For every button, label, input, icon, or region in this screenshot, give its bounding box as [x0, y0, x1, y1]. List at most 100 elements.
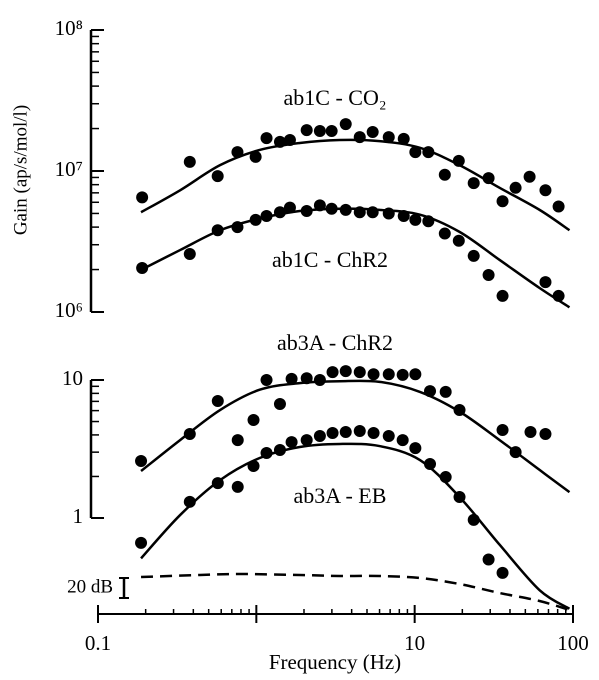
data-point [397, 132, 410, 145]
data-point [136, 191, 149, 204]
series-label: ab3A - ChR2 [277, 330, 393, 355]
data-point [439, 471, 452, 484]
data-point [467, 177, 480, 190]
data-point [260, 209, 273, 222]
data-point [273, 206, 286, 219]
data-point [136, 262, 149, 275]
data-point [409, 146, 422, 159]
data-point [539, 428, 552, 441]
data-point [300, 372, 313, 385]
data-point [273, 398, 286, 411]
data-point [524, 425, 537, 438]
data-point [467, 513, 480, 526]
x-tick-label: 0.1 [85, 631, 111, 655]
data-point [183, 495, 196, 508]
data-point [539, 184, 552, 197]
data-point [382, 207, 395, 220]
data-point [300, 205, 313, 218]
y-tick-label: 10 [62, 366, 83, 390]
data-point [496, 566, 509, 579]
series-label: ab3A - EB [294, 483, 387, 508]
data-point [283, 133, 296, 146]
x-tick-label: 10 [404, 631, 425, 655]
data-point [396, 368, 409, 381]
data-point [366, 126, 379, 139]
y-axis-label: Gain (ap/s/mol/l) [10, 105, 31, 235]
data-point [283, 201, 296, 214]
data-point [424, 385, 437, 398]
data-point [353, 366, 366, 379]
data-point [452, 234, 465, 247]
data-point [409, 442, 422, 455]
data-point [367, 368, 380, 381]
data-point [353, 206, 366, 219]
data-point [382, 368, 395, 381]
data-point [273, 443, 286, 456]
fit-curve [140, 138, 571, 232]
data-point [231, 434, 244, 447]
data-point [260, 446, 273, 459]
data-point [260, 132, 273, 145]
data-point [339, 425, 352, 438]
data-point [249, 150, 262, 163]
data-point [249, 213, 262, 226]
scale-bar-label: 20 dB [67, 576, 113, 597]
data-point [325, 125, 338, 138]
data-point [453, 490, 466, 503]
data-point [339, 365, 352, 378]
data-point [353, 425, 366, 438]
data-point [439, 385, 452, 398]
data-point [325, 202, 338, 215]
data-point [211, 477, 224, 490]
data-point [509, 181, 522, 194]
data-point [424, 458, 437, 471]
data-point [496, 195, 509, 208]
data-point [211, 224, 224, 237]
data-point [422, 215, 435, 228]
data-point [509, 446, 522, 459]
data-point [247, 460, 260, 473]
data-point [183, 247, 196, 260]
data-point [300, 434, 313, 447]
data-point [339, 203, 352, 216]
data-point [396, 434, 409, 447]
data-point [482, 268, 495, 281]
data-point [367, 426, 380, 439]
data-point [523, 170, 536, 183]
data-point [382, 131, 395, 144]
data-point [211, 394, 224, 407]
data-point [285, 372, 298, 385]
data-point [183, 155, 196, 168]
data-point [313, 374, 326, 386]
data-point [366, 206, 379, 219]
data-point [231, 480, 244, 493]
data-point [353, 131, 366, 144]
data-point [326, 366, 339, 379]
y-tick-label: 10⁶ [55, 298, 83, 322]
data-point [552, 200, 565, 213]
data-point [382, 429, 395, 442]
data-point [313, 125, 326, 138]
data-point [496, 424, 509, 437]
data-point [552, 289, 565, 302]
data-point [467, 249, 480, 262]
dashed-trace [140, 572, 570, 612]
data-point [482, 172, 495, 185]
y-tick-label: 1 [73, 504, 84, 528]
x-tick-label: 100 [557, 631, 589, 655]
data-point [183, 428, 196, 441]
data-point [397, 209, 410, 222]
data-point [313, 429, 326, 442]
data-point [482, 553, 495, 566]
data-point [496, 289, 509, 302]
data-point [260, 374, 273, 386]
series-label: ab1C - ChR2 [272, 247, 388, 272]
data-point [247, 414, 260, 427]
data-point [273, 135, 286, 148]
data-point [438, 227, 451, 240]
data-point [409, 368, 422, 381]
data-point [300, 124, 313, 137]
data-point [422, 146, 435, 159]
data-point [326, 426, 339, 439]
